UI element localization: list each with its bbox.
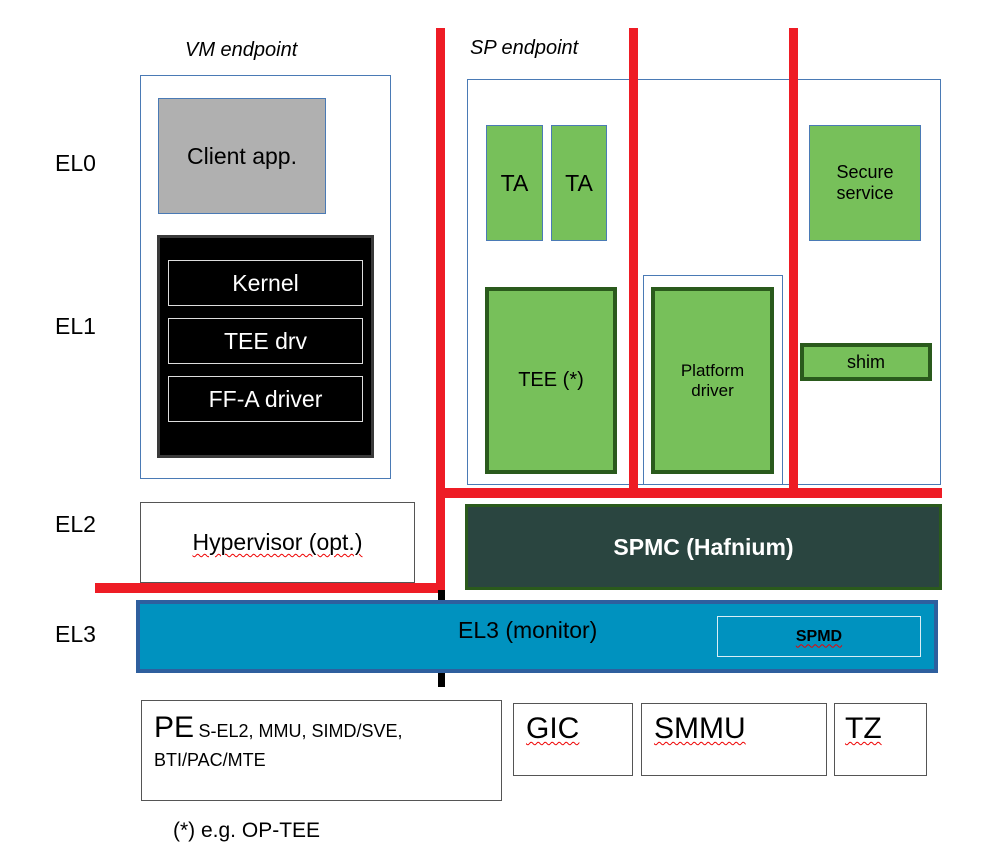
tee-driver: TEE drv [168, 318, 363, 364]
partition-line-horizontal-secure [436, 488, 942, 498]
el3-label: EL3 [55, 621, 96, 647]
vm-endpoint-box [140, 75, 391, 479]
tee-os: TEE (*) [485, 287, 617, 474]
el2-label: EL2 [55, 511, 96, 537]
vm-endpoint-title: VM endpoint [185, 39, 298, 61]
trusted-app-2: TA [551, 125, 607, 241]
partition-line-vertical-mid [629, 28, 638, 494]
secure-service: Secure service [809, 125, 921, 241]
gic: GIC [513, 703, 633, 776]
hypervisor: Hypervisor (opt.) [140, 502, 415, 583]
footnote: (*) e.g. OP-TEE [173, 819, 321, 842]
sp-endpoint-title: SP endpoint [470, 37, 579, 59]
smmu: SMMU [641, 703, 827, 776]
tz-label: TZ [845, 712, 882, 745]
spmc: SPMC (Hafnium) [465, 504, 942, 590]
trustzone: TZ [834, 703, 927, 776]
smmu-label: SMMU [654, 712, 746, 745]
shim: shim [800, 343, 932, 381]
pe-label: PE [154, 711, 195, 744]
partition-line-horizontal-normal [95, 583, 445, 593]
pe-features-line2: BTI/PAC/MTE [154, 750, 266, 770]
el0-label: EL0 [55, 150, 96, 176]
vm-kernel-box [157, 235, 374, 458]
partition-line-vertical-left [436, 28, 445, 592]
client-app: Client app. [158, 98, 326, 214]
el1-label: EL1 [55, 313, 96, 339]
ffa-driver: FF-A driver [168, 376, 363, 422]
platform-driver-partition [643, 275, 783, 485]
spmd: SPMD [717, 616, 921, 657]
trusted-app-1: TA [486, 125, 543, 241]
hypervisor-label: Hypervisor (opt.) [192, 529, 363, 555]
gic-label: GIC [526, 712, 580, 745]
pe-features-line1: S-EL2, MMU, SIMD/SVE, [198, 721, 403, 741]
processing-element: PE S-EL2, MMU, SIMD/SVE, BTI/PAC/MTE [141, 700, 502, 801]
el3-monitor [136, 600, 938, 673]
platform-driver: Platform driver [651, 287, 774, 474]
el3-monitor-label: EL3 (monitor) [458, 617, 598, 643]
partition-line-vertical-right [789, 28, 798, 494]
kernel: Kernel [168, 260, 363, 306]
spmd-label: SPMD [795, 627, 843, 645]
